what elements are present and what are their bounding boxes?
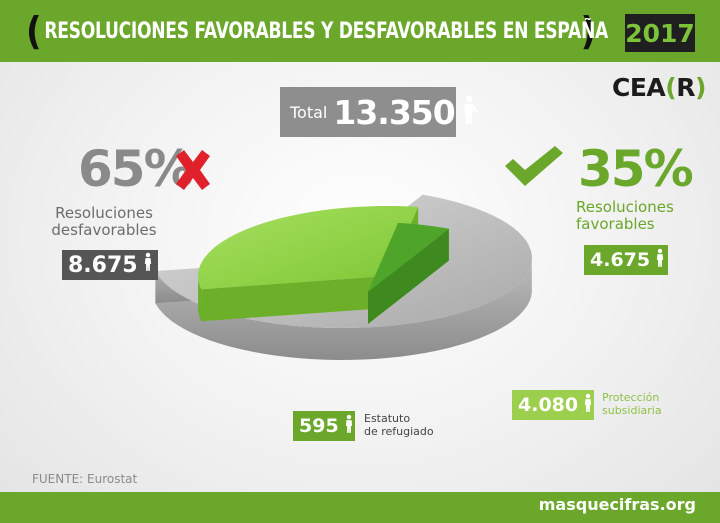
brand-text: CEA [612, 73, 666, 102]
person-icon [342, 413, 356, 440]
fav-percent: 35% [578, 140, 694, 198]
brand-logo: CEA(R) [612, 73, 706, 102]
fav-value-box: 4.675 [584, 245, 668, 275]
brand-letter: R [676, 73, 695, 102]
check-icon [505, 146, 563, 190]
unfav-value: 8.675 [68, 252, 138, 278]
brand-paren-close: ) [694, 73, 706, 102]
total-box: Total 13.350 [280, 87, 478, 137]
unfav-desc-line2: desfavorables [51, 221, 157, 239]
person-icon [581, 392, 595, 419]
site-link[interactable]: masquecifras.org [538, 495, 696, 514]
person-icon [653, 247, 667, 274]
slice-refugee-cut-face-2 [368, 228, 449, 324]
refugee-value: 595 [299, 415, 339, 437]
year-badge: 2017 [625, 14, 695, 52]
subsidiary-value-box: 4.080 [512, 390, 594, 420]
subsidiary-value: 4.080 [518, 394, 579, 416]
total-label: Total [290, 102, 328, 122]
brand-paren-open: ( [665, 73, 677, 102]
fav-desc-line1: Resoluciones [576, 198, 674, 216]
subsidiary-desc-line2: subsidiaria [602, 404, 662, 417]
slice-subsidiary-top [198, 206, 419, 290]
unfav-description: Resoluciones desfavorables [48, 205, 160, 239]
slice-refugee-top [368, 222, 449, 292]
bracket-right: ) [580, 9, 597, 53]
slice-unfavorable-side [155, 255, 532, 360]
unfav-percent: 65% [78, 140, 194, 198]
cross-icon [172, 150, 214, 194]
total-value: 13.350 [333, 92, 455, 132]
footer-bar: masquecifras.org [0, 492, 720, 523]
fav-description: Resoluciones favorables [576, 199, 680, 233]
bracket-left: ( [26, 9, 42, 53]
person-icon [458, 95, 480, 129]
title-wrap: ( RESOLUCIONES FAVORABLES Y DESFAVORABLE… [26, 9, 608, 53]
unfav-desc-line1: Resoluciones [55, 204, 153, 222]
refugee-value-box: 595 [293, 411, 355, 441]
subsidiary-desc-line1: Protección [602, 391, 660, 404]
subsidiary-description: Protección subsidiaria [602, 391, 662, 417]
unfav-value-box: 8.675 [62, 250, 158, 280]
refugee-desc-line1: Estatuto [364, 412, 411, 425]
slice-subsidiary-side [198, 273, 202, 322]
fav-desc-line2: favorables [576, 215, 655, 233]
refugee-description: Estatuto de refugiado [364, 412, 434, 438]
slice-subsidiary-cut-face-1 [201, 276, 388, 322]
source-note: FUENTE: Eurostat [32, 472, 138, 486]
person-icon [141, 251, 155, 279]
header-bar: ( RESOLUCIONES FAVORABLES Y DESFAVORABLE… [0, 0, 720, 62]
refugee-desc-line2: de refugiado [364, 425, 434, 438]
fav-value: 4.675 [590, 249, 651, 271]
